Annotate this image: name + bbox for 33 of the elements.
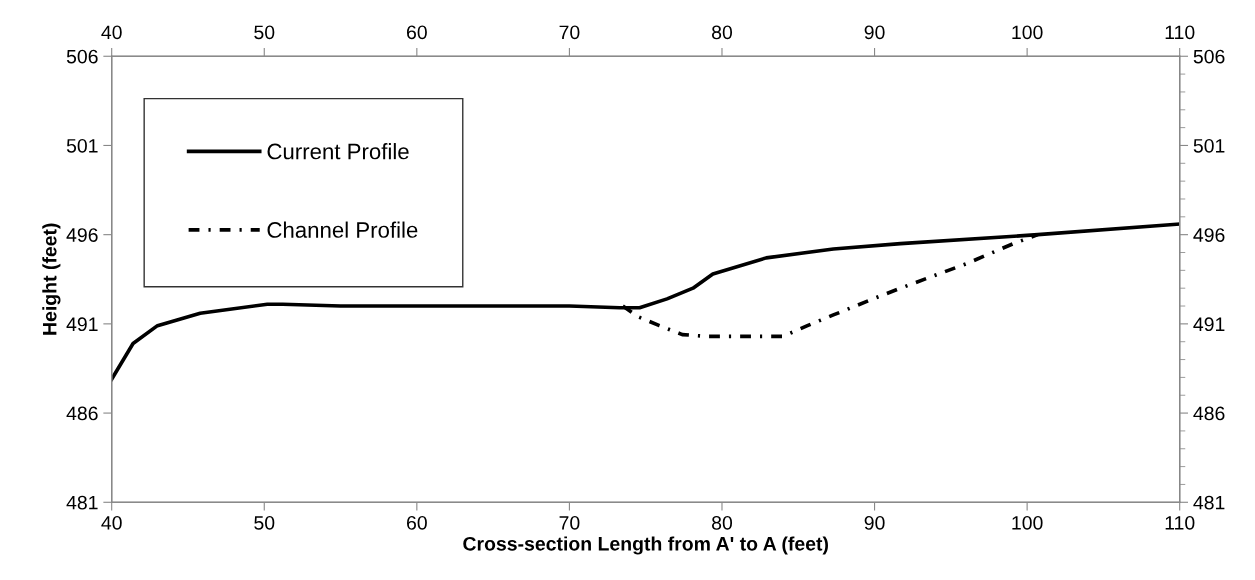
y2-tick-label: 496 <box>1193 228 1225 242</box>
x-tick-label: 110 <box>1165 515 1195 530</box>
y-axis-title: Height (feet) <box>42 223 61 335</box>
x-tick-label: 70 <box>559 515 580 530</box>
x2-tick-label: 110 <box>1165 25 1195 40</box>
x-tick-label: 100 <box>1012 515 1043 530</box>
x-tick-label: 90 <box>864 515 885 530</box>
x2-tick-label: 80 <box>712 25 733 40</box>
x2-tick-label: 90 <box>864 25 885 40</box>
legend-label: Channel Profile <box>267 221 418 238</box>
y2-tick-label: 481 <box>1193 495 1225 510</box>
y-tick-label: 501 <box>66 138 98 153</box>
x-tick-label: 50 <box>254 515 275 530</box>
x2-tick-label: 40 <box>101 25 122 40</box>
x-tick-label: 60 <box>407 515 427 530</box>
y-tick-label: 506 <box>66 49 98 64</box>
x-tick-label: 80 <box>712 515 733 530</box>
legend-label: Current Profile <box>267 143 409 160</box>
y2-tick-label: 501 <box>1193 138 1225 153</box>
y2-tick-label: 491 <box>1193 317 1225 332</box>
x-tick-label: 40 <box>101 515 122 530</box>
x2-tick-label: 100 <box>1012 25 1043 40</box>
x-axis-title: Cross-section Length from A' to A (feet) <box>463 536 828 555</box>
y2-tick-label: 486 <box>1193 406 1225 421</box>
x2-tick-label: 70 <box>559 25 580 40</box>
y-tick-label: 491 <box>66 317 98 332</box>
line-series <box>111 222 1180 381</box>
x2-tick-label: 60 <box>407 25 427 40</box>
y-tick-label: 481 <box>66 495 98 510</box>
x2-tick-label: 50 <box>254 25 275 40</box>
y-tick-label: 486 <box>66 406 98 421</box>
y2-tick-label: 506 <box>1193 49 1225 64</box>
y-tick-label: 496 <box>66 228 98 242</box>
